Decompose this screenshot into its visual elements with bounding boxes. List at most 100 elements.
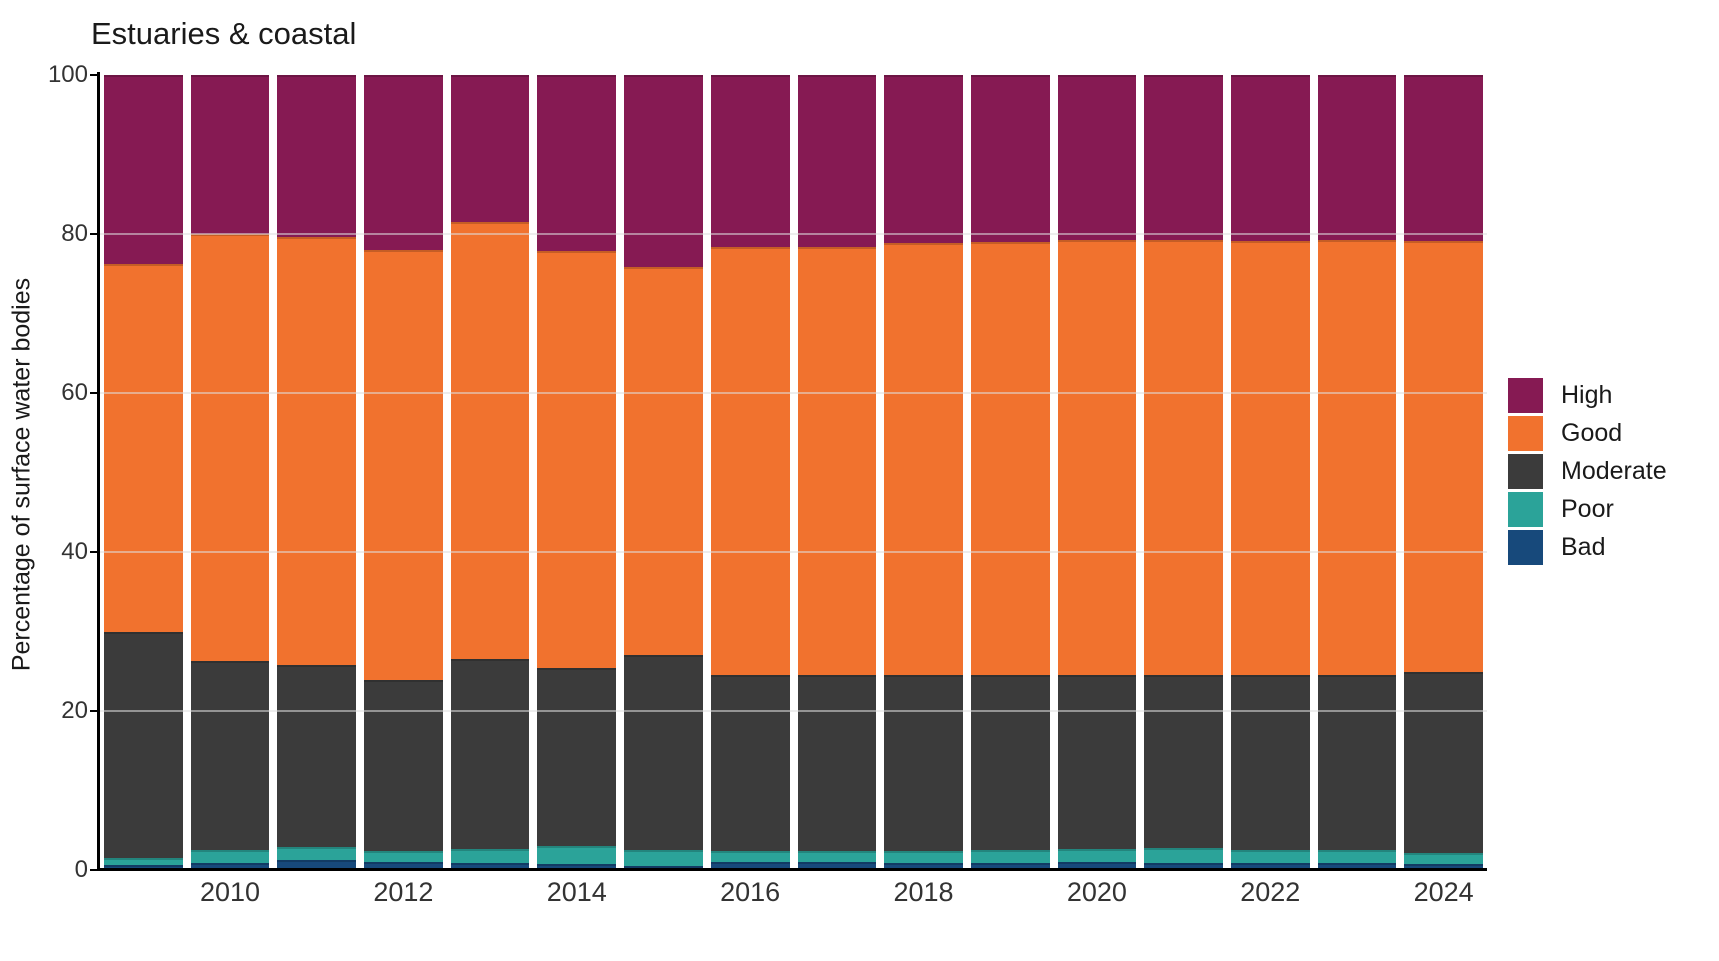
y-tick-mark-80 xyxy=(90,233,98,235)
bar-segment-2010-high xyxy=(190,75,270,235)
bar-segment-2019-moderate xyxy=(970,675,1050,851)
bar-2014 xyxy=(537,75,617,870)
legend-swatch-good-icon xyxy=(1508,415,1543,451)
legend-item-moderate: Moderate xyxy=(1508,452,1667,490)
bar-segment-2017-poor xyxy=(797,850,877,863)
x-tick-label-2010: 2010 xyxy=(199,877,261,907)
bar-segment-2011-poor xyxy=(277,846,357,860)
bar-2009 xyxy=(104,75,183,870)
bar-segment-2016-bad xyxy=(710,862,790,870)
bar-segment-2011-good xyxy=(277,237,357,665)
bar-segment-2018-good xyxy=(884,242,963,676)
bar-segment-2021-moderate xyxy=(1144,675,1223,848)
bar-2016 xyxy=(710,75,790,870)
bar-segment-2020-poor xyxy=(1057,849,1137,863)
x-tick-label-2016: 2016 xyxy=(720,877,781,907)
bar-segment-2023-bad xyxy=(1317,862,1397,870)
legend-label-bad: Bad xyxy=(1561,532,1606,561)
bar-segment-2013-poor xyxy=(450,848,530,863)
bar-segment-2014-poor xyxy=(537,846,617,864)
legend: High Good Moderate Poor Bad xyxy=(1508,376,1667,566)
bar-segment-2015-moderate xyxy=(624,655,703,851)
bar-segment-2018-moderate xyxy=(884,675,963,851)
bar-segment-2019-poor xyxy=(970,850,1050,863)
bar-segment-2022-high xyxy=(1230,75,1310,242)
chart-title: Estuaries & coastal xyxy=(91,16,357,51)
y-tick-label-100: 100 xyxy=(47,61,88,88)
bar-segment-2012-moderate xyxy=(364,680,443,851)
y-axis-title: Percentage of surface water bodies xyxy=(7,277,36,672)
bar-2012 xyxy=(364,75,443,870)
bar-segment-2012-poor xyxy=(364,850,443,863)
bar-segment-2018-poor xyxy=(884,850,963,863)
bar-segment-2009-poor xyxy=(104,858,183,866)
bar-segment-2021-poor xyxy=(1144,847,1223,863)
y-tick-mark-60 xyxy=(90,392,98,394)
bar-segment-2021-bad xyxy=(1144,862,1223,870)
bar-segment-2018-bad xyxy=(884,862,963,870)
x-axis-line xyxy=(97,868,1487,871)
bar-segment-2017-good xyxy=(797,246,877,676)
bar-segment-2015-good xyxy=(624,266,703,656)
bar-segment-2016-high xyxy=(710,75,790,247)
bar-2018 xyxy=(884,75,963,870)
bar-segment-2010-moderate xyxy=(190,660,270,851)
bar-segment-2023-high xyxy=(1317,75,1397,241)
bar-segment-2010-good xyxy=(190,234,270,661)
y-tick-mark-40 xyxy=(90,551,98,553)
bar-2024 xyxy=(1404,75,1483,870)
bar-segment-2019-bad xyxy=(970,862,1050,870)
bar-segment-2015-high xyxy=(624,75,703,267)
bar-2011 xyxy=(277,75,357,870)
bar-segment-2024-good xyxy=(1404,241,1483,673)
x-tick-label-2024: 2024 xyxy=(1413,877,1474,907)
gridline-80 xyxy=(100,233,1487,235)
bar-segment-2018-high xyxy=(884,75,963,243)
bar-segment-2013-high xyxy=(450,75,530,223)
legend-swatch-poor-icon xyxy=(1508,491,1543,527)
y-tick-mark-0 xyxy=(90,869,98,871)
legend-swatch-moderate-icon xyxy=(1508,453,1543,489)
y-tick-label-20: 20 xyxy=(61,697,88,724)
legend-swatch-bad-icon xyxy=(1508,529,1543,565)
bar-segment-2010-poor xyxy=(190,850,270,863)
bar-segment-2011-moderate xyxy=(277,664,357,847)
y-tick-label-60: 60 xyxy=(61,379,88,406)
bar-segment-2021-high xyxy=(1144,75,1223,241)
bar-segment-2024-high xyxy=(1404,75,1483,242)
bar-segment-2016-moderate xyxy=(710,675,790,851)
bar-2021 xyxy=(1144,75,1223,870)
bar-segment-2014-bad xyxy=(537,863,617,870)
gridline-60 xyxy=(100,392,1487,394)
bar-segment-2017-high xyxy=(797,75,877,247)
bar-segment-2009-moderate xyxy=(104,632,183,859)
bar-segment-2016-good xyxy=(710,246,790,676)
bar-segment-2009-good xyxy=(104,264,183,633)
bar-2017 xyxy=(797,75,877,870)
legend-item-high: High xyxy=(1508,376,1667,414)
bar-segment-2009-high xyxy=(104,75,183,265)
legend-label-moderate: Moderate xyxy=(1561,456,1667,485)
bar-segment-2022-bad xyxy=(1230,862,1310,870)
legend-item-good: Good xyxy=(1508,414,1667,452)
legend-item-poor: Poor xyxy=(1508,490,1667,528)
bar-segment-2023-good xyxy=(1317,240,1397,676)
bar-segment-2009-bad xyxy=(104,865,183,870)
bar-segment-2021-good xyxy=(1144,240,1223,676)
bar-segment-2022-good xyxy=(1230,241,1310,676)
x-tick-label-2020: 2020 xyxy=(1066,877,1127,907)
bar-segment-2011-bad xyxy=(277,859,357,870)
bar-segment-2024-bad xyxy=(1404,863,1483,870)
y-tick-label-40: 40 xyxy=(61,538,88,565)
y-tick-label-80: 80 xyxy=(61,220,88,247)
bar-segment-2020-bad xyxy=(1057,862,1137,870)
bar-segment-2013-bad xyxy=(450,862,530,870)
bar-segment-2012-good xyxy=(364,249,443,681)
bar-segment-2014-moderate xyxy=(537,668,617,847)
legend-label-high: High xyxy=(1561,380,1613,409)
bar-segment-2013-moderate xyxy=(450,659,530,849)
bar-2010 xyxy=(190,75,270,870)
bar-segment-2019-high xyxy=(970,75,1050,242)
bar-segment-2020-good xyxy=(1057,240,1137,676)
